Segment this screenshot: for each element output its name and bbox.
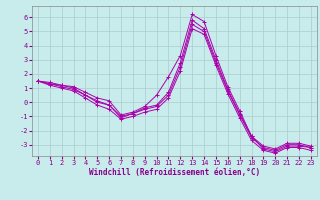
- X-axis label: Windchill (Refroidissement éolien,°C): Windchill (Refroidissement éolien,°C): [89, 168, 260, 177]
